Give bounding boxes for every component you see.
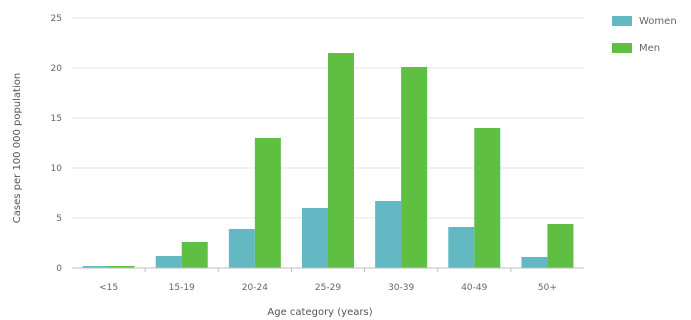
x-tick-label-1: 15-19 [169, 283, 195, 293]
legend-item-men: Men [612, 39, 677, 57]
bar-women-1 [155, 256, 182, 268]
legend-swatch-men [612, 43, 632, 53]
bar-men-0 [108, 266, 135, 268]
axes: 0 5 10 15 20 25 <15 15-19 20-24 25-29 30-39 40-49 50… [51, 14, 584, 293]
bar-women-2 [228, 229, 255, 268]
x-tick-label-3: 25-29 [315, 283, 341, 293]
x-axis-title: Age category (years) [267, 307, 372, 318]
y-tick-label-10: 10 [51, 164, 63, 174]
y-tick-label-15: 15 [51, 114, 62, 124]
bar-men-6 [547, 224, 574, 268]
x-tick-label-4: 30-39 [388, 283, 414, 293]
bar-men-1 [181, 242, 208, 268]
bar-women-0 [82, 266, 109, 268]
bar-women-6 [521, 257, 548, 268]
y-tick-label-20: 20 [51, 64, 63, 74]
bar-men-5 [474, 128, 501, 268]
bar-men-4 [401, 67, 428, 268]
legend-label-women: Women [639, 15, 677, 27]
legend-swatch-women [612, 16, 632, 26]
x-tick-label-6: 50+ [538, 283, 557, 293]
y-tick-label-25: 25 [51, 14, 62, 24]
bars [82, 53, 574, 268]
bar-women-4 [375, 201, 402, 268]
bar-women-3 [302, 208, 328, 268]
x-tick-label-5: 40-49 [461, 283, 487, 293]
bar-men-3 [328, 53, 354, 268]
bar-men-2 [254, 138, 281, 268]
y-axis-title: Cases per 100 000 population [12, 73, 23, 223]
bar-women-5 [448, 227, 475, 268]
chart-legend: Women Men [612, 12, 677, 66]
y-tick-label-5: 5 [56, 214, 62, 224]
legend-item-women: Women [612, 12, 677, 30]
y-tick-label-0: 0 [56, 264, 62, 274]
x-tick-label-2: 20-24 [242, 283, 268, 293]
x-tick-label-0: <15 [99, 283, 118, 293]
legend-label-men: Men [639, 42, 661, 54]
